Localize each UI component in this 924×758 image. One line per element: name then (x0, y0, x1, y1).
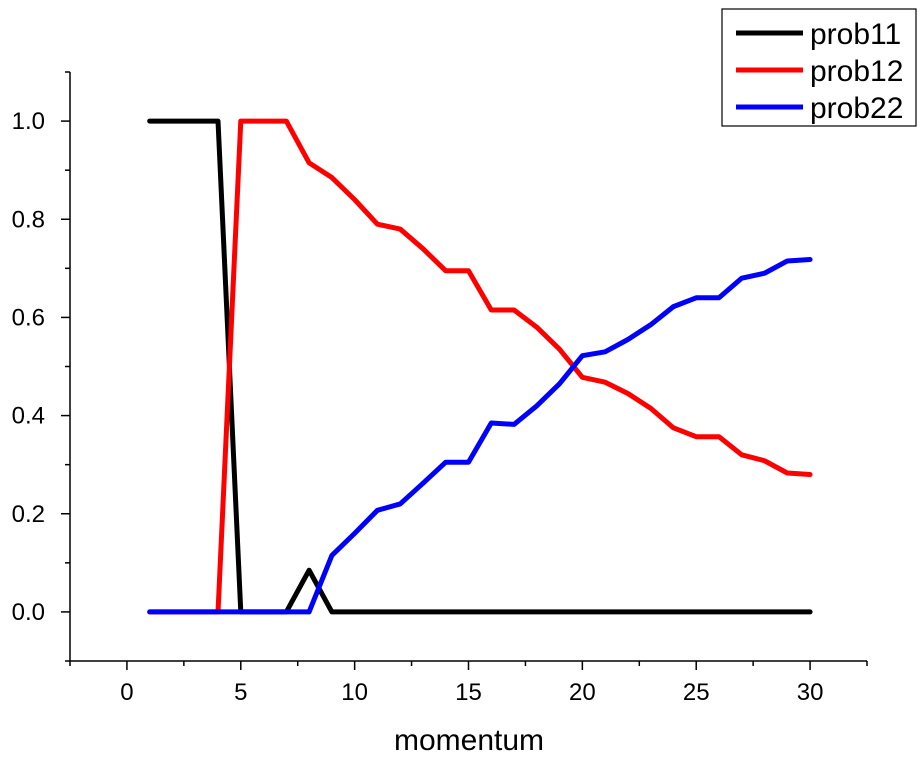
x-axis-title: momentum (394, 724, 544, 757)
x-tick-label: 10 (341, 679, 368, 706)
y-tick-label: 0.4 (12, 403, 45, 430)
x-tick-label: 20 (569, 679, 596, 706)
y-tick-label: 0.6 (12, 304, 45, 331)
x-tick-label: 25 (683, 679, 710, 706)
series-line-prob12 (147, 118, 813, 615)
legend-label-prob11: prob11 (810, 18, 901, 51)
y-tick-label: 0.8 (12, 206, 45, 233)
legend-label-prob12: prob12 (810, 55, 903, 88)
x-tick-label: 0 (120, 679, 133, 706)
x-tick-label: 30 (797, 679, 824, 706)
legend: prob11 prob12 prob22 (721, 8, 917, 127)
x-tick-label: 5 (234, 679, 247, 706)
series-line-prob11 (147, 118, 813, 615)
y-tick-label: 1.0 (12, 108, 45, 135)
axes (69, 72, 867, 662)
ticks: 0 5 10 15 20 25 30 0.0 0.2 0.4 0.6 0.8 1.0 (12, 71, 868, 706)
legend-label-prob22: prob22 (810, 92, 903, 125)
y-tick-label: 0.2 (12, 501, 45, 528)
series-line-prob22 (147, 257, 813, 615)
series-lines (147, 118, 813, 615)
y-tick-label: 0.0 (12, 599, 45, 626)
x-tick-label: 15 (455, 679, 482, 706)
